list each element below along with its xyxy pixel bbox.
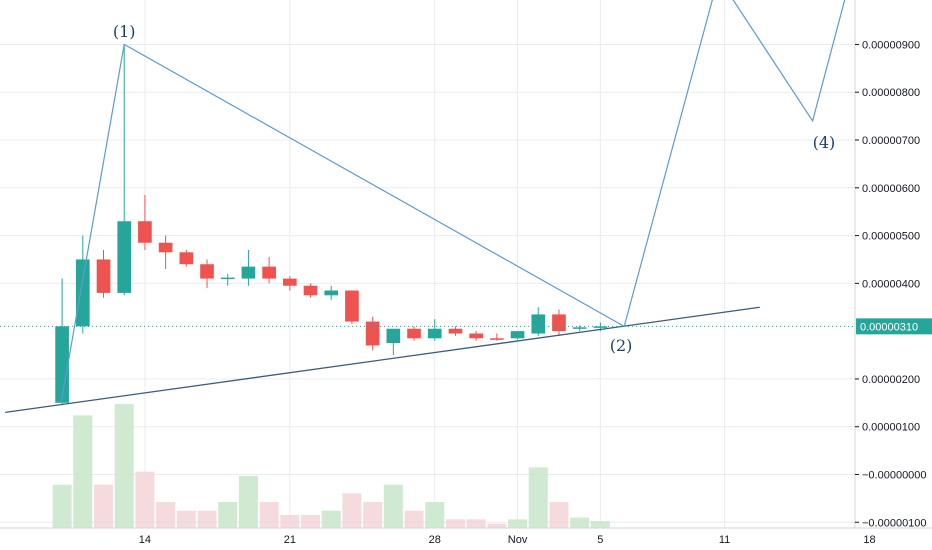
volume-bar [114, 404, 134, 528]
candle-body [386, 328, 401, 344]
volume-bar [445, 519, 465, 528]
time-tick-label: 21 [284, 534, 296, 546]
current-price-tag-label: 0.00000310 [860, 321, 918, 333]
candle-body [303, 285, 318, 296]
price-tick-label: 0.00000400 [862, 278, 920, 290]
volume-bar [425, 502, 445, 528]
price-tick-label: −0.00000000 [862, 469, 927, 481]
candle-body [552, 314, 566, 332]
candle-body [262, 266, 276, 279]
candle-body [427, 328, 442, 339]
volume-bar [135, 471, 155, 528]
support-trendline [5, 306, 760, 414]
candle-body [158, 242, 173, 253]
price-tick-label: 0.00000700 [862, 135, 920, 147]
candle-body [469, 333, 483, 339]
candle-body [179, 252, 194, 265]
price-tick-label: 0.00000100 [862, 422, 920, 434]
candle-body [572, 327, 587, 329]
wave-path [60, 0, 846, 403]
candle-body [345, 290, 359, 322]
candle-body [96, 259, 111, 293]
time-tick-label: 18 [863, 534, 875, 546]
volume-bar [363, 502, 383, 528]
volume-bar [321, 510, 341, 528]
candle-body [365, 321, 380, 346]
candle-body [531, 314, 546, 334]
candle-body [75, 259, 90, 327]
wave-label: (1) [113, 22, 136, 41]
volume-bar [508, 519, 528, 528]
elliott-wave-line [60, 0, 846, 403]
time-tick-label: 5 [597, 534, 603, 546]
volume-bar [342, 493, 362, 528]
volume-bar [466, 519, 486, 528]
volume-bar [404, 510, 424, 528]
time-tick-label: Nov [508, 534, 528, 546]
volume-bars [52, 404, 610, 528]
time-tick-label: 14 [139, 534, 151, 546]
current-price-tag[interactable] [856, 318, 932, 335]
price-tick-label: 0.00000900 [862, 39, 920, 51]
candle-body [510, 331, 525, 339]
candle-body [324, 290, 339, 296]
volume-bar [301, 515, 321, 528]
time-tick-label: 11 [719, 534, 730, 546]
wave-label: (2) [610, 336, 633, 355]
price-tick-label: −0.00000100 [862, 517, 927, 529]
price-tick-label: 0.00000500 [862, 231, 920, 243]
wave-label: (4) [813, 133, 836, 152]
candle-body [593, 326, 608, 328]
candle-body [55, 326, 69, 403]
volume-bar [238, 476, 258, 528]
volume-bar [176, 510, 196, 528]
wave-labels: (1) (2) (4) [113, 22, 835, 355]
volume-bar [570, 517, 590, 528]
volume-bar [528, 467, 548, 528]
trendline [5, 306, 760, 414]
volume-bar [383, 484, 403, 528]
price-tick-label: 0.00000600 [862, 183, 920, 195]
volume-bar [197, 510, 217, 528]
candle-body [200, 264, 214, 279]
volume-bar [93, 484, 114, 528]
volume-bar [218, 502, 238, 528]
price-tick-label: 0.00000800 [862, 87, 920, 99]
candle-body [241, 266, 256, 279]
volume-bar [487, 523, 507, 528]
volume-bar [156, 502, 176, 528]
volume-bar [280, 515, 300, 528]
candlesticks [55, 44, 608, 406]
candle-body [117, 221, 132, 293]
volume-bar [259, 502, 279, 528]
candle-body [138, 221, 152, 243]
candle-body [490, 338, 504, 340]
candle-body [220, 277, 235, 280]
candle-body [407, 328, 421, 339]
price-tick-label: 0.00000200 [862, 374, 920, 386]
time-tick-label: 28 [429, 534, 441, 546]
volume-bar [590, 521, 610, 528]
grid [0, 0, 855, 528]
volume-bar [73, 415, 93, 528]
volume-bar [52, 484, 72, 528]
volume-bar [549, 502, 569, 528]
candle-body [448, 328, 463, 334]
candle-body [282, 278, 297, 286]
